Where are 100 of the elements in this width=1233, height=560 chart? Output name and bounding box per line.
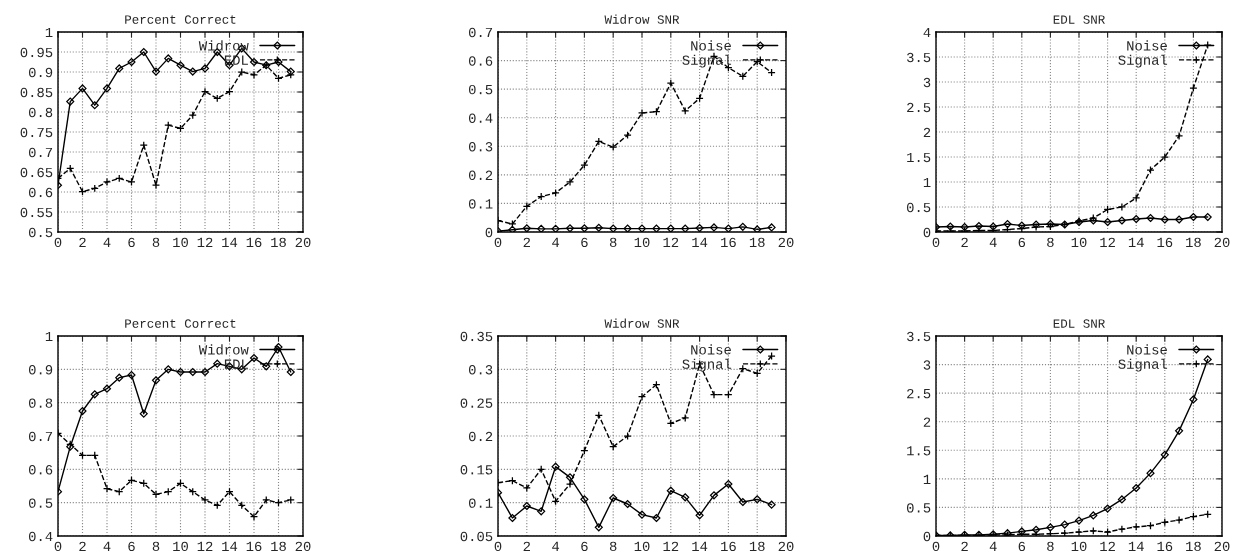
x-tick-label: 14 xyxy=(692,237,708,247)
y-tick-label: 0.6 xyxy=(468,56,493,66)
x-tick-label: 10 xyxy=(1071,541,1087,552)
x-tick-label: 14 xyxy=(222,541,238,551)
x-tick-label: 18 xyxy=(1186,541,1201,552)
x-tick-label: 20 xyxy=(778,237,794,248)
y-tick-label: 3.5 xyxy=(907,331,931,342)
x-tick-label: 18 xyxy=(1186,237,1201,248)
y-tick-label: 0.95 xyxy=(20,47,53,58)
x-tick-label: 12 xyxy=(1100,237,1115,247)
x-tick-label: 12 xyxy=(663,237,679,247)
y-tick-label: 1 xyxy=(923,177,931,188)
x-tick-label: 4 xyxy=(552,541,560,551)
y-tick-label: 3.5 xyxy=(907,52,931,63)
y-tick-label: 0.5 xyxy=(28,498,53,508)
y-tick-label: 0.6 xyxy=(28,465,53,475)
y-tick-label: 0.1 xyxy=(468,498,493,508)
x-tick-label: 2 xyxy=(961,541,968,551)
y-tick-label: 0.25 xyxy=(460,398,493,408)
x-tick-label: 6 xyxy=(1018,541,1026,552)
y-tick-label: 0.65 xyxy=(20,167,53,178)
x-tick-label: 8 xyxy=(152,541,160,552)
y-tick-label: 1 xyxy=(923,474,931,484)
x-tick-label: 10 xyxy=(173,541,188,552)
y-tick-label: 0.05 xyxy=(460,531,493,542)
x-tick-label: 4 xyxy=(103,541,111,551)
y-tick-label: 0 xyxy=(485,227,493,238)
chart-title: Widrow SNR xyxy=(604,14,680,24)
y-tick-label: 3 xyxy=(923,360,931,370)
y-tick-label: 1.5 xyxy=(907,152,931,163)
chart-title: Percent Correct xyxy=(125,319,236,328)
y-tick-label: 0.4 xyxy=(28,531,53,542)
y-tick-label: 0.7 xyxy=(468,27,493,38)
x-tick-label: 0 xyxy=(54,541,62,552)
y-tick-label: 0 xyxy=(923,227,931,238)
x-tick-label: 8 xyxy=(152,237,160,248)
legend-label: Widrow xyxy=(198,344,249,355)
legend-label: Noise xyxy=(1127,40,1167,51)
x-tick-label: 18 xyxy=(749,541,765,552)
x-tick-label: 0 xyxy=(932,541,940,552)
x-tick-label: 20 xyxy=(1214,541,1230,552)
x-tick-label: 6 xyxy=(581,541,588,552)
y-tick-label: 0.5 xyxy=(468,84,493,95)
y-tick-label: 2.5 xyxy=(907,388,931,399)
y-tick-label: 2 xyxy=(923,417,931,427)
y-tick-label: 0.8 xyxy=(28,107,53,118)
x-tick-label: 18 xyxy=(271,541,286,552)
y-tick-label: 0.2 xyxy=(468,170,493,181)
x-tick-label: 0 xyxy=(494,237,502,248)
y-tick-label: 0.4 xyxy=(468,113,493,123)
y-tick-label: 0.2 xyxy=(468,431,493,442)
x-tick-label: 6 xyxy=(581,237,588,248)
y-tick-label: 0.15 xyxy=(460,465,493,475)
y-tick-label: 1.5 xyxy=(907,446,931,456)
y-tick-label: 0.9 xyxy=(28,67,53,78)
x-tick-label: 10 xyxy=(634,237,650,248)
x-tick-label: 14 xyxy=(1128,237,1144,247)
chart-title: EDL SNR xyxy=(1053,15,1105,24)
y-tick-label: 4 xyxy=(923,27,931,38)
y-tick-label: 0.5 xyxy=(906,202,931,213)
x-tick-label: 12 xyxy=(197,541,213,551)
x-tick-label: 0 xyxy=(54,237,62,248)
x-tick-label: 6 xyxy=(128,541,135,552)
x-tick-label: 0 xyxy=(494,541,502,552)
y-tick-label: 1 xyxy=(45,331,53,342)
y-tick-label: 0.8 xyxy=(28,398,53,408)
x-tick-label: 16 xyxy=(721,541,736,552)
x-tick-label: 12 xyxy=(197,237,213,247)
x-tick-label: 20 xyxy=(778,541,794,552)
y-tick-label: 0.75 xyxy=(20,127,53,138)
x-tick-label: 14 xyxy=(692,541,708,551)
y-tick-label: 0.5 xyxy=(906,503,931,513)
legend-label: Noise xyxy=(691,344,731,355)
y-tick-label: 2 xyxy=(923,127,931,138)
y-tick-label: 0.7 xyxy=(28,147,53,158)
x-tick-label: 8 xyxy=(1047,237,1054,248)
x-tick-label: 0 xyxy=(932,237,940,248)
x-tick-label: 20 xyxy=(1214,237,1230,248)
x-tick-label: 10 xyxy=(1071,237,1087,248)
x-tick-label: 8 xyxy=(609,541,617,552)
y-tick-label: 0.55 xyxy=(20,207,53,218)
x-tick-label: 14 xyxy=(1128,541,1144,551)
x-tick-label: 16 xyxy=(721,237,736,248)
x-tick-label: 2 xyxy=(961,237,968,247)
x-tick-label: 8 xyxy=(1047,541,1054,552)
x-tick-label: 2 xyxy=(79,541,86,551)
x-tick-label: 8 xyxy=(609,237,617,248)
x-tick-label: 2 xyxy=(523,541,530,551)
y-tick-label: 0 xyxy=(923,531,931,542)
x-tick-label: 12 xyxy=(1100,541,1115,551)
chart-title: Widrow SNR xyxy=(604,318,680,328)
y-tick-label: 1 xyxy=(45,27,53,38)
x-tick-label: 18 xyxy=(271,237,286,248)
legend-label: Noise xyxy=(691,40,731,51)
chart-title: Percent Correct xyxy=(125,15,236,24)
x-tick-label: 6 xyxy=(128,237,135,248)
x-tick-label: 12 xyxy=(663,541,679,551)
legend-label: Widrow xyxy=(198,40,249,51)
x-tick-label: 6 xyxy=(1018,237,1026,248)
x-tick-label: 16 xyxy=(246,237,262,248)
